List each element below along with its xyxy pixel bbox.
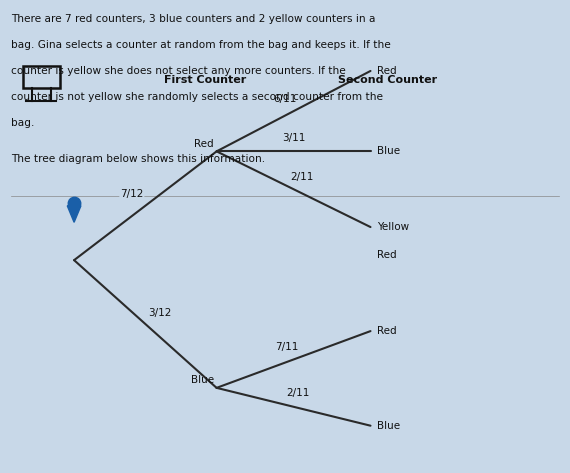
Text: Red: Red: [377, 66, 397, 76]
Bar: [23, 66, 60, 88]
Text: 6/11: 6/11: [273, 94, 296, 104]
Text: First Counter: First Counter: [164, 75, 246, 86]
Text: There are 7 red counters, 3 blue counters and 2 yellow counters in a: There are 7 red counters, 3 blue counter…: [11, 14, 376, 24]
Text: 7/11: 7/11: [275, 342, 298, 351]
Text: Blue: Blue: [377, 146, 401, 157]
Polygon shape: [67, 206, 81, 222]
Text: 2/11: 2/11: [291, 172, 314, 182]
Text: 7/12: 7/12: [120, 189, 144, 199]
Text: The tree diagram below shows this information.: The tree diagram below shows this inform…: [11, 154, 266, 164]
Text: counter is yellow she does not select any more counters. If the: counter is yellow she does not select an…: [11, 66, 346, 76]
Text: Red: Red: [377, 250, 397, 261]
Text: Second Counter: Second Counter: [338, 75, 437, 86]
Text: Red: Red: [194, 139, 214, 149]
Text: 2/11: 2/11: [287, 388, 310, 398]
Text: Blue: Blue: [377, 420, 401, 431]
Text: Yellow: Yellow: [377, 222, 409, 232]
Text: counter is not yellow she randomly selects a second counter from the: counter is not yellow she randomly selec…: [11, 92, 384, 102]
Text: Blue: Blue: [190, 376, 214, 385]
Text: bag.: bag.: [11, 118, 35, 128]
Text: bag. Gina selects a counter at random from the bag and keeps it. If the: bag. Gina selects a counter at random fr…: [11, 40, 391, 50]
Text: Red: Red: [377, 326, 397, 336]
Text: 3/11: 3/11: [282, 133, 306, 143]
Text: 3/12: 3/12: [148, 308, 172, 318]
